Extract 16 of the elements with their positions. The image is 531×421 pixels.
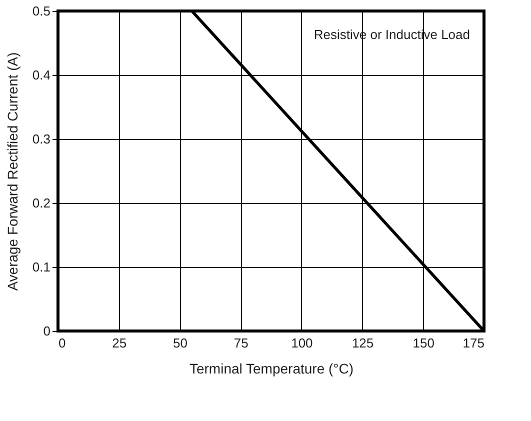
y-tick-label: 0 (43, 324, 50, 338)
y-tick-label: 0.4 (32, 68, 50, 82)
x-tick-label: 150 (412, 336, 434, 350)
x-tick-label: 100 (291, 336, 313, 350)
y-tick-label: 0.5 (32, 4, 50, 18)
x-tick-label: 0 (58, 336, 66, 350)
y-axis-title: Average Forward Rectified Current (A) (4, 52, 20, 291)
y-tick-label: 0.2 (32, 196, 50, 210)
x-axis-title: Terminal Temperature (°C) (189, 360, 354, 376)
y-tick-label: 0.3 (32, 132, 50, 146)
x-tick-label: 125 (352, 336, 374, 350)
x-tick-label: 50 (172, 336, 188, 350)
x-tick-label: 75 (234, 336, 248, 350)
x-tick-label: 25 (112, 336, 127, 350)
y-tick-label: 0.1 (32, 260, 50, 274)
x-tick-label: 175 (462, 336, 484, 350)
